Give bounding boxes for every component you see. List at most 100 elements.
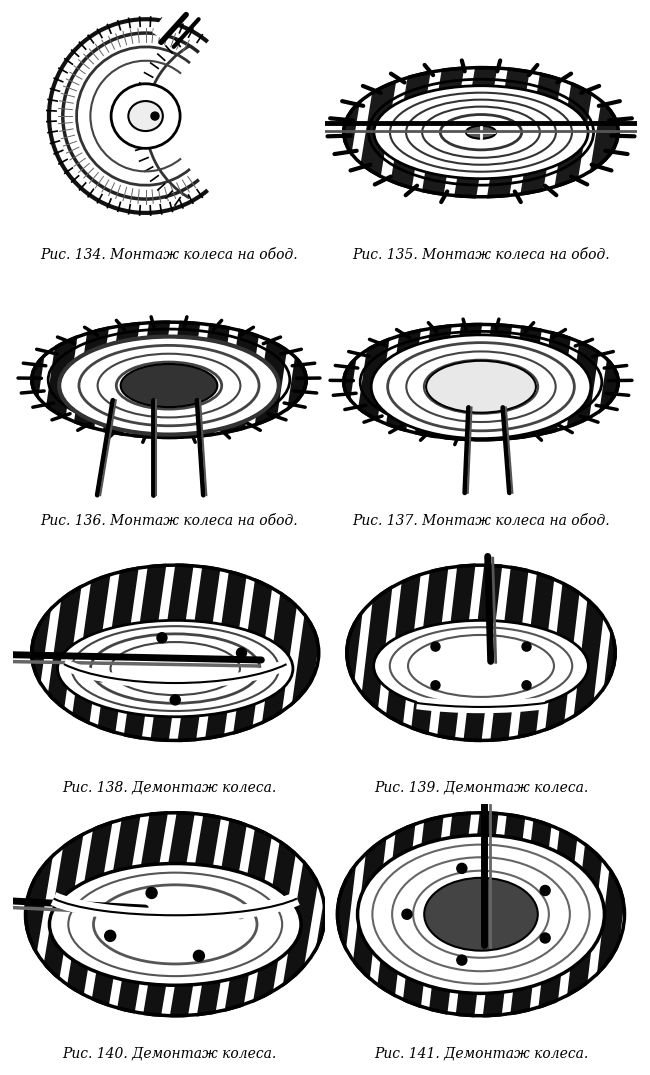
- Ellipse shape: [466, 126, 496, 139]
- Ellipse shape: [111, 84, 180, 148]
- Polygon shape: [365, 807, 398, 1021]
- Polygon shape: [454, 560, 485, 745]
- Polygon shape: [5, 560, 40, 745]
- Polygon shape: [161, 807, 205, 1021]
- Polygon shape: [187, 807, 231, 1021]
- Polygon shape: [474, 807, 508, 1021]
- Polygon shape: [86, 560, 122, 745]
- Polygon shape: [404, 319, 432, 445]
- Text: Рис. 136. Монтаж колеса на обод.: Рис. 136. Монтаж колеса на обод.: [40, 514, 298, 529]
- Polygon shape: [79, 807, 124, 1021]
- Polygon shape: [583, 807, 617, 1021]
- Polygon shape: [250, 560, 285, 745]
- Polygon shape: [347, 560, 378, 745]
- Text: Рис. 141. Демонтаж колеса.: Рис. 141. Демонтаж колеса.: [374, 1046, 588, 1061]
- Polygon shape: [59, 560, 94, 745]
- Polygon shape: [476, 62, 509, 202]
- Polygon shape: [541, 62, 575, 202]
- Polygon shape: [295, 807, 339, 1021]
- Polygon shape: [92, 317, 120, 443]
- Ellipse shape: [25, 813, 325, 1016]
- Polygon shape: [183, 317, 210, 443]
- Polygon shape: [434, 319, 462, 445]
- Polygon shape: [344, 319, 371, 445]
- Polygon shape: [196, 560, 230, 745]
- Circle shape: [522, 642, 531, 651]
- Ellipse shape: [128, 101, 163, 131]
- Polygon shape: [222, 560, 257, 745]
- Text: Рис. 134. Монтаж колеса на обод.: Рис. 134. Монтаж колеса на обод.: [40, 248, 298, 262]
- Polygon shape: [374, 560, 404, 745]
- Ellipse shape: [374, 620, 588, 712]
- Ellipse shape: [337, 813, 625, 1016]
- Polygon shape: [214, 807, 258, 1021]
- Ellipse shape: [49, 863, 301, 986]
- Polygon shape: [638, 807, 650, 1021]
- Circle shape: [431, 642, 440, 651]
- Polygon shape: [304, 560, 339, 745]
- Circle shape: [170, 694, 180, 705]
- Polygon shape: [501, 807, 535, 1021]
- Polygon shape: [337, 807, 371, 1021]
- Circle shape: [457, 955, 467, 965]
- Text: Рис. 137. Монтаж колеса на обод.: Рис. 137. Монтаж колеса на обод.: [352, 514, 610, 529]
- Polygon shape: [588, 560, 619, 745]
- Ellipse shape: [344, 68, 618, 197]
- Circle shape: [237, 648, 246, 658]
- Ellipse shape: [32, 565, 318, 741]
- Circle shape: [522, 680, 531, 690]
- Polygon shape: [495, 319, 522, 445]
- Polygon shape: [562, 560, 592, 745]
- Ellipse shape: [58, 620, 293, 717]
- Polygon shape: [427, 560, 458, 745]
- Polygon shape: [122, 317, 150, 443]
- Polygon shape: [616, 319, 643, 445]
- Ellipse shape: [424, 878, 538, 950]
- Circle shape: [431, 680, 440, 690]
- Polygon shape: [277, 560, 312, 745]
- Polygon shape: [32, 560, 67, 745]
- Polygon shape: [443, 62, 476, 202]
- Circle shape: [151, 112, 159, 120]
- Polygon shape: [392, 807, 426, 1021]
- Ellipse shape: [347, 565, 615, 741]
- Circle shape: [235, 907, 246, 918]
- Polygon shape: [268, 807, 312, 1021]
- Text: Рис. 138. Демонтаж колеса.: Рис. 138. Демонтаж колеса.: [62, 780, 276, 794]
- Polygon shape: [575, 62, 608, 202]
- Polygon shape: [556, 807, 590, 1021]
- Polygon shape: [213, 317, 240, 443]
- Polygon shape: [243, 317, 270, 443]
- Polygon shape: [586, 319, 613, 445]
- Polygon shape: [508, 560, 538, 745]
- Text: Рис. 135. Монтаж колеса на обод.: Рис. 135. Монтаж колеса на обод.: [352, 248, 610, 262]
- Polygon shape: [320, 560, 350, 745]
- Polygon shape: [535, 560, 566, 745]
- Polygon shape: [241, 807, 285, 1021]
- Polygon shape: [0, 807, 43, 1021]
- Text: Рис. 140. Демонтаж колеса.: Рис. 140. Демонтаж колеса.: [62, 1046, 276, 1061]
- Circle shape: [402, 909, 412, 919]
- Circle shape: [105, 930, 116, 942]
- Ellipse shape: [59, 336, 279, 434]
- Ellipse shape: [426, 361, 536, 413]
- Polygon shape: [313, 319, 341, 445]
- Polygon shape: [107, 807, 151, 1021]
- Polygon shape: [32, 317, 59, 443]
- Polygon shape: [508, 62, 541, 202]
- Polygon shape: [322, 807, 366, 1021]
- Polygon shape: [310, 807, 344, 1021]
- Circle shape: [194, 950, 204, 961]
- Ellipse shape: [344, 325, 618, 440]
- Polygon shape: [376, 62, 410, 202]
- Polygon shape: [168, 560, 203, 745]
- Polygon shape: [419, 807, 453, 1021]
- Polygon shape: [528, 807, 562, 1021]
- Polygon shape: [525, 319, 552, 445]
- Ellipse shape: [371, 334, 591, 439]
- Polygon shape: [133, 807, 177, 1021]
- Polygon shape: [25, 807, 70, 1021]
- Bar: [153, 9, 181, 40]
- Polygon shape: [62, 317, 90, 443]
- Polygon shape: [332, 560, 367, 745]
